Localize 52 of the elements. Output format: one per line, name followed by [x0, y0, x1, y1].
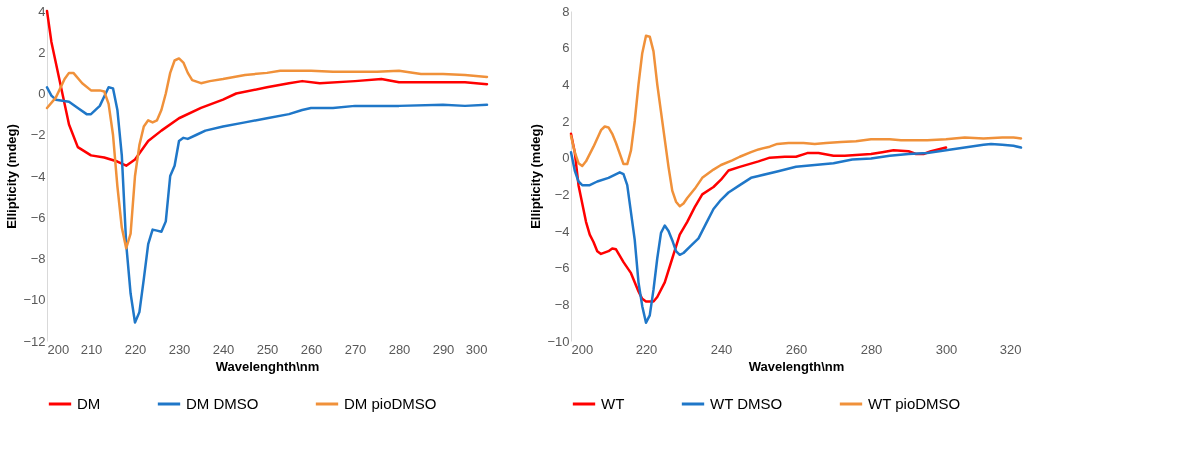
y-tick-label: −4 — [554, 223, 570, 239]
legend-label: WT DMSO — [710, 395, 783, 412]
y-axis-title: Ellipticity (mdeg) — [4, 124, 20, 229]
x-tick-label: 230 — [168, 341, 191, 357]
y-tick-label: −2 — [554, 186, 570, 202]
x-tick-label: 270 — [344, 341, 367, 357]
y-tick-label: −2 — [30, 127, 46, 143]
y-tick-label: 6 — [562, 40, 570, 56]
y-tick-label: −6 — [554, 260, 570, 276]
legend-label: WT pioDMSO — [868, 395, 961, 412]
legend-label: DM DMSO — [186, 395, 259, 412]
y-tick-label: 2 — [562, 113, 570, 129]
x-tick-label: 210 — [80, 341, 103, 357]
y-tick-label: 4 — [38, 3, 46, 19]
x-tick-label: 320 — [999, 341, 1022, 357]
legend-label: WT — [601, 395, 625, 412]
y-tick-label: −10 — [547, 333, 570, 349]
line-series — [45, 86, 489, 324]
x-tick-label: 260 — [300, 341, 323, 357]
y-tick-label: 8 — [562, 3, 570, 19]
x-tick-label: 260 — [785, 341, 808, 357]
legend-label: DM — [77, 395, 101, 412]
y-tick-label: −12 — [23, 333, 46, 349]
x-axis-title: Wavelenghth\nm — [215, 358, 320, 374]
x-axis-title: Wavelength\nm — [748, 358, 845, 374]
y-tick-label: 4 — [562, 76, 570, 92]
line-series — [45, 57, 489, 250]
y-tick-label: 2 — [38, 44, 46, 60]
x-tick-label: 300 — [465, 341, 488, 357]
x-tick-label: 300 — [935, 341, 958, 357]
x-tick-label: 290 — [432, 341, 455, 357]
y-tick-label: −8 — [30, 251, 46, 266]
y-tick-label: 0 — [38, 86, 46, 101]
x-tick-label: 280 — [388, 341, 411, 357]
x-tick-label: 200 — [47, 341, 70, 357]
y-tick-label: −4 — [30, 168, 46, 184]
y-axis-title: Ellipticity (mdeg) — [528, 124, 544, 229]
line-series — [45, 9, 489, 167]
x-tick-label: 220 — [635, 341, 658, 357]
y-tick-label: −6 — [30, 209, 46, 225]
y-tick-label: −8 — [554, 296, 570, 312]
y-tick-label: 0 — [562, 150, 570, 166]
line-series — [569, 34, 1023, 208]
x-tick-label: 220 — [124, 341, 147, 357]
x-tick-label: 250 — [256, 341, 279, 357]
x-tick-label: 280 — [860, 341, 883, 357]
legend-label: DM pioDMSO — [344, 395, 437, 412]
x-tick-label: 240 — [212, 341, 235, 357]
x-tick-label: 240 — [710, 341, 733, 357]
line-series — [569, 142, 1023, 324]
y-tick-label: −10 — [23, 292, 46, 308]
x-tick-label: 200 — [571, 341, 594, 357]
